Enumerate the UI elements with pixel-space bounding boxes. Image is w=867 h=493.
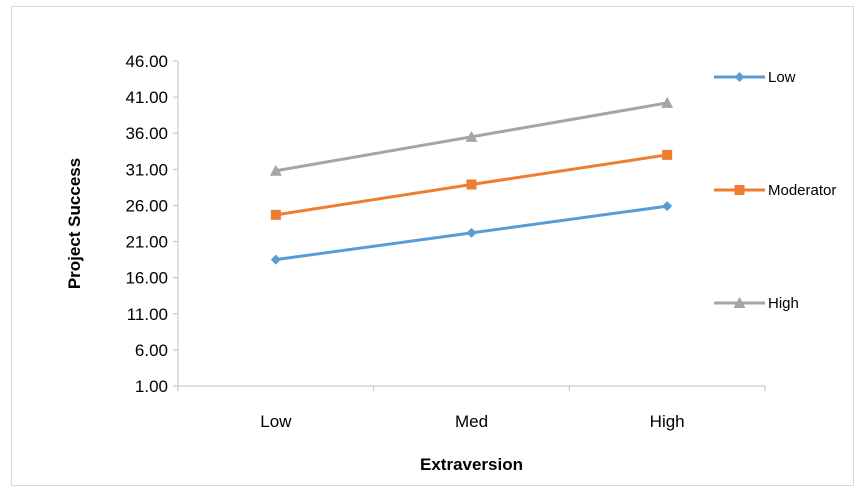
data-point <box>466 227 477 238</box>
y-tick-label: 26.00 <box>125 196 168 215</box>
data-point <box>734 185 745 195</box>
x-axis: Low Med High <box>177 385 766 431</box>
y-tick-label: 36.00 <box>125 124 168 143</box>
x-tick-label: High <box>650 412 685 431</box>
legend: Low Moderator High <box>714 69 836 312</box>
data-point <box>270 209 281 220</box>
x-tick-label: Low <box>260 412 292 431</box>
y-tick-label: 41.00 <box>125 88 168 107</box>
y-tick-label: 31.00 <box>125 160 168 179</box>
y-tick-label: 21.00 <box>125 233 168 252</box>
legend-label: Moderator <box>768 182 836 199</box>
legend-item-high: High <box>714 295 799 312</box>
x-axis-title: Extraversion <box>420 455 523 474</box>
legend-label: High <box>768 295 799 312</box>
data-point <box>269 164 282 176</box>
y-tick-label: 16.00 <box>125 269 168 288</box>
data-point <box>466 179 477 190</box>
series-moderator <box>270 149 673 220</box>
data-point <box>270 254 281 265</box>
y-axis-title: Project Success <box>65 158 84 289</box>
legend-item-low: Low <box>714 69 796 86</box>
legend-label: Low <box>768 69 796 86</box>
series-low <box>270 201 673 265</box>
data-point <box>662 201 673 212</box>
data-point <box>662 149 673 160</box>
data-point <box>734 72 745 82</box>
data-point <box>733 297 746 308</box>
x-tick-label: Med <box>455 412 488 431</box>
y-tick-label: 6.00 <box>135 341 168 360</box>
series-high <box>269 96 674 176</box>
y-tick-label: 46.00 <box>125 52 168 71</box>
chart-frame <box>11 6 854 486</box>
y-tick-label: 11.00 <box>127 305 168 324</box>
series-lines <box>269 96 674 265</box>
y-axis: 1.00 6.00 11.00 16.00 21.00 26.00 31.00 36.00 41… <box>125 52 179 396</box>
legend-item-moderator: Moderator <box>714 182 836 199</box>
y-tick-label: 1.00 <box>135 377 168 396</box>
data-point <box>661 96 674 108</box>
data-point <box>465 130 478 142</box>
